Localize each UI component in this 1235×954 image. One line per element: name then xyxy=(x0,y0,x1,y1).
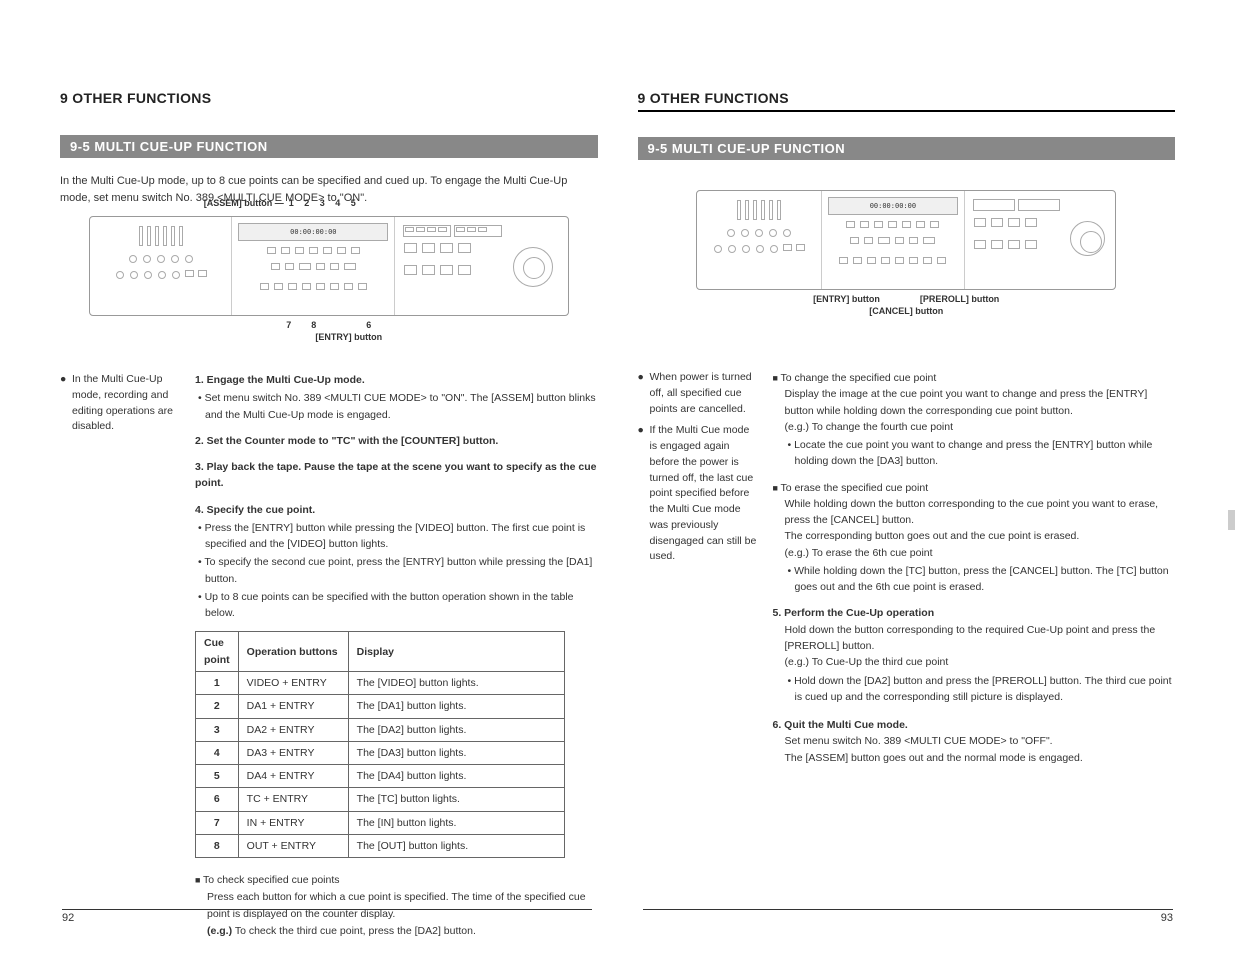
page-number-right: 93 xyxy=(643,909,1173,924)
erase-b1: While holding down the [TC] button, pres… xyxy=(785,563,1176,596)
change-title: To change the specified cue point xyxy=(773,370,1176,386)
change-b1: Locate the cue point you want to change … xyxy=(785,437,1176,470)
content-columns: ●In the Multi Cue-Up mode, recording and… xyxy=(60,372,598,939)
page-left: 9 OTHER FUNCTIONS 9-5 MULTI CUE-UP FUNCT… xyxy=(60,90,598,924)
th-cue: Cue point xyxy=(196,632,239,672)
callout-entry: [ENTRY] button xyxy=(129,332,569,342)
chapter-title: 9 OTHER FUNCTIONS xyxy=(60,90,598,106)
step-5-b1: Hold down the [DA2] button and press the… xyxy=(785,673,1176,706)
section-heading: 9-5 MULTI CUE-UP FUNCTION xyxy=(638,137,1176,160)
check-block: To check specified cue points Press each… xyxy=(195,872,598,939)
callout-nums: 1 2 3 4 5 xyxy=(289,198,360,208)
step-5-title: 5. Perform the Cue-Up operation xyxy=(773,605,1176,621)
cue-table: Cue point Operation buttons Display 1VID… xyxy=(195,631,565,858)
tc-display: 00:00:00:00 xyxy=(828,197,958,215)
callout-row: [ENTRY] button [PREROLL] button xyxy=(696,294,1116,304)
side-note-1: When power is turned off, all specified … xyxy=(650,370,758,417)
step-2-title: 2. Set the Counter mode to "TC" with the… xyxy=(195,433,598,449)
step-4-title: 4. Specify the cue point. xyxy=(195,502,598,518)
content-columns: ●When power is turned off, all specified… xyxy=(638,370,1176,778)
side-note-col: ●In the Multi Cue-Up mode, recording and… xyxy=(60,372,180,939)
callout-assem: [ASSEM] button — xyxy=(204,198,284,208)
callout-cancel: [CANCEL] button xyxy=(696,306,1116,316)
erase-title: To erase the specified cue point xyxy=(773,480,1176,496)
step-4-b2: To specify the second cue point, press t… xyxy=(195,554,598,587)
step-5-eg: (e.g.) To Cue-Up the third cue point xyxy=(773,654,1176,670)
page-number-left: 92 xyxy=(62,909,592,924)
table-row: 7IN + ENTRYThe [IN] button lights. xyxy=(196,811,565,834)
device-body: 00:00:00:00 xyxy=(696,190,1116,290)
th-disp: Display xyxy=(348,632,564,672)
check-eg: (e.g.) xyxy=(207,925,232,937)
side-note: In the Multi Cue-Up mode, recording and … xyxy=(72,372,180,435)
tc-display: 00:00:00:00 xyxy=(238,223,388,241)
check-eg-text: To check the third cue point, press the … xyxy=(235,925,476,937)
step-6-l2: The [ASSEM] button goes out and the norm… xyxy=(773,750,1176,766)
section-heading: 9-5 MULTI CUE-UP FUNCTION xyxy=(60,135,598,158)
chapter-title: 9 OTHER FUNCTIONS xyxy=(638,90,1176,106)
erase-l1: While holding down the button correspond… xyxy=(773,496,1176,529)
step-4-b1: Press the [ENTRY] button while pressing … xyxy=(195,520,598,553)
erase-eg: (e.g.) To erase the 6th cue point xyxy=(773,545,1176,561)
table-row: 8OUT + ENTRYThe [OUT] button lights. xyxy=(196,834,565,857)
table-row: 1VIDEO + ENTRYThe [VIDEO] button lights. xyxy=(196,671,565,694)
change-body: Display the image at the cue point you w… xyxy=(773,386,1176,419)
table-row: 4DA3 + ENTRYThe [DA3] button lights. xyxy=(196,741,565,764)
callout-8: 8 xyxy=(311,320,316,330)
step-5-l1: Hold down the button corresponding to th… xyxy=(773,622,1176,655)
table-row: 5DA4 + ENTRYThe [DA4] button lights. xyxy=(196,765,565,788)
device-illustration: [ASSEM] button — 1 2 3 4 5 xyxy=(89,216,569,342)
table-row: 6TC + ENTRYThe [TC] button lights. xyxy=(196,788,565,811)
divider xyxy=(638,110,1176,112)
thumb-tab xyxy=(1228,510,1235,530)
callout-preroll: [PREROLL] button xyxy=(920,294,999,304)
step-3-title: 3. Play back the tape. Pause the tape at… xyxy=(195,459,598,492)
check-title: To check specified cue points xyxy=(195,872,598,889)
th-ops: Operation buttons xyxy=(238,632,348,672)
side-note-col: ●When power is turned off, all specified… xyxy=(638,370,758,778)
erase-l2: The corresponding button goes out and th… xyxy=(773,528,1176,544)
callout-entry: [ENTRY] button xyxy=(813,294,880,304)
callout-6: 6 xyxy=(366,320,371,330)
side-note-2: If the Multi Cue mode is engaged again b… xyxy=(650,423,758,565)
table-row: 2DA1 + ENTRYThe [DA1] button lights. xyxy=(196,695,565,718)
device-body: 00:00:00:00 xyxy=(89,216,569,316)
step-6-l1: Set menu switch No. 389 <MULTI CUE MODE>… xyxy=(773,733,1176,749)
callout-7: 7 xyxy=(286,320,291,330)
callout-bottom-row: 7 8 6 xyxy=(89,320,569,330)
step-1-title: 1. Engage the Multi Cue-Up mode. xyxy=(195,372,598,388)
step-4-b3: Up to 8 cue points can be specified with… xyxy=(195,589,598,622)
change-eg: (e.g.) To change the fourth cue point xyxy=(773,419,1176,435)
main-col: To change the specified cue point Displa… xyxy=(773,370,1176,778)
main-col: 1. Engage the Multi Cue-Up mode. Set men… xyxy=(195,372,598,939)
device-illustration: 00:00:00:00 [ENTRY] button [PR xyxy=(696,190,1116,330)
step-6-title: 6. Quit the Multi Cue mode. xyxy=(773,717,1176,733)
step-1-body: Set menu switch No. 389 <MULTI CUE MODE>… xyxy=(195,390,598,423)
page-right: 9 OTHER FUNCTIONS 9-5 MULTI CUE-UP FUNCT… xyxy=(638,90,1176,924)
table-row: 3DA2 + ENTRYThe [DA2] button lights. xyxy=(196,718,565,741)
